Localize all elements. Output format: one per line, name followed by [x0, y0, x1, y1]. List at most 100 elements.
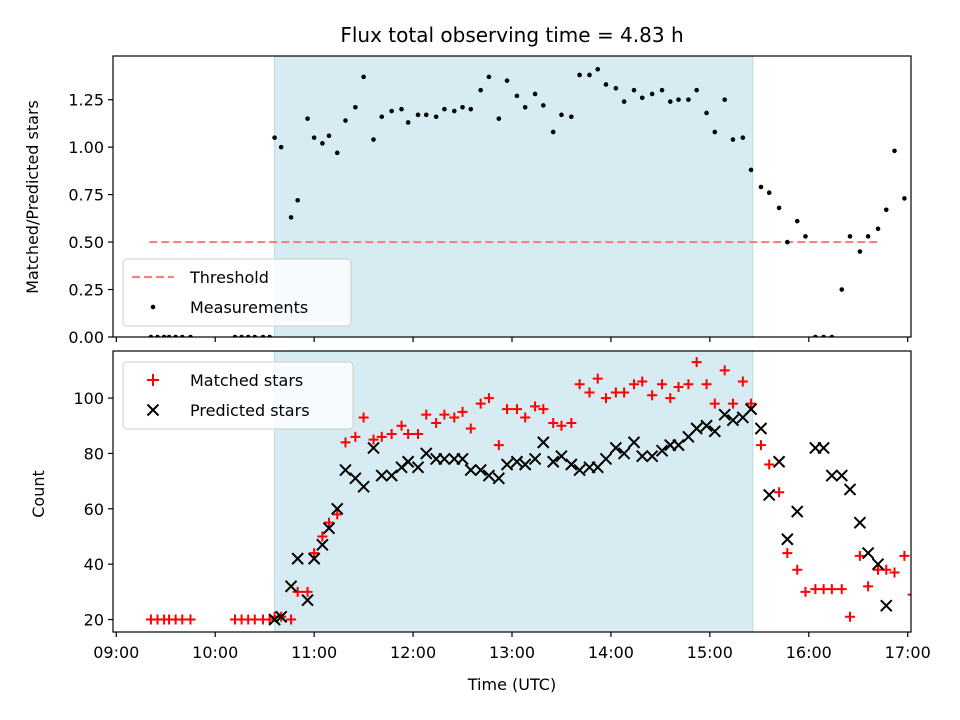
matched-star-point — [854, 550, 865, 561]
measurement-point — [839, 287, 845, 292]
observing-span — [274, 56, 754, 337]
measurement-point — [305, 116, 310, 121]
y-tick-label: 0.00 — [68, 328, 104, 347]
predicted-star-point — [331, 502, 344, 516]
measurement-point — [550, 129, 556, 135]
predicted-star-point — [510, 455, 524, 468]
measurement-point — [569, 114, 574, 120]
matched-star-point — [629, 379, 640, 390]
predicted-star-point — [322, 521, 336, 535]
measurement-point — [621, 99, 627, 104]
matched-star-point — [302, 586, 313, 597]
predicted-star-point — [291, 552, 304, 565]
matched-star-point — [907, 593, 911, 596]
measurement-point — [587, 72, 592, 78]
matched-star-point — [185, 614, 196, 625]
predicted-star-point — [744, 402, 758, 416]
predicted-star-point — [726, 414, 740, 427]
predicted-star-point — [636, 449, 649, 463]
matched-star-point — [826, 584, 837, 595]
matched-star-point — [592, 373, 603, 384]
matched-star-point — [836, 584, 847, 595]
measurement-point — [405, 120, 411, 125]
matched-star-point — [309, 548, 320, 559]
predicted-star-point — [268, 613, 281, 626]
measurement-point — [577, 72, 582, 78]
legend-box — [122, 361, 354, 430]
measurement-point — [613, 85, 619, 91]
measurement-point — [704, 110, 709, 116]
measurement-point — [460, 104, 465, 110]
x-tick-label: 16:00 — [786, 643, 832, 662]
measurement-point — [433, 114, 439, 120]
measurement-point — [776, 205, 782, 211]
matched-star-point — [800, 586, 811, 597]
measurement-point — [676, 97, 681, 102]
legend-predicted-label: Predicted stars — [190, 401, 310, 420]
measurement-point — [659, 87, 665, 93]
matched-star-point — [691, 357, 702, 368]
matched-star-point — [376, 431, 387, 442]
predicted-star-point — [835, 469, 848, 482]
matched-star-point — [755, 440, 766, 451]
predicted-star-point — [617, 447, 631, 460]
predicted-star-point — [762, 488, 776, 502]
predicted-star-point — [599, 452, 613, 466]
legend: Matched stars Predicted stars — [122, 361, 354, 430]
measurement-point — [785, 239, 790, 245]
predicted-star-point — [284, 580, 298, 593]
matched-star-point — [449, 412, 460, 423]
measurement-point — [379, 114, 385, 120]
y-tick-label: 0.50 — [68, 233, 104, 252]
measurement-point — [389, 108, 394, 114]
x-tick-label: 17:00 — [885, 643, 931, 662]
measurement-point — [532, 91, 538, 97]
predicted-star-point — [843, 483, 857, 496]
matched-star-point — [475, 398, 486, 409]
predicted-star-point — [791, 505, 804, 518]
predicted-star-point — [871, 557, 885, 571]
measurement-point — [415, 112, 421, 118]
measurement-point — [353, 104, 358, 110]
measurement-point — [295, 197, 300, 203]
measurement-point — [686, 97, 691, 102]
predicted-star-point — [474, 463, 487, 477]
matched-star-point — [844, 611, 855, 622]
measurement-point — [541, 103, 546, 108]
legend: Threshold Measurements — [122, 258, 352, 327]
matched-star-point — [548, 417, 559, 428]
predicted-star-point — [708, 425, 722, 438]
measurement-point — [857, 249, 863, 254]
y-axis-label-ratio: Matched/Predicted stars — [23, 100, 42, 294]
predicted-star-point — [718, 408, 731, 421]
predicted-star-point — [781, 533, 794, 546]
x-tick-label: 15:00 — [687, 643, 733, 662]
y-tick-label: 40 — [84, 555, 104, 574]
x-axis-label: Time (UTC) — [467, 675, 556, 694]
matched-star-point — [457, 406, 468, 417]
predicted-star-point — [547, 455, 560, 468]
measurement-point — [595, 66, 601, 72]
matched-star-point — [863, 581, 874, 592]
measurement-point — [803, 234, 808, 239]
measurement-point — [371, 137, 376, 142]
matched-star-point — [530, 401, 541, 412]
matched-star-point — [727, 398, 738, 409]
matched-star-point — [292, 586, 303, 597]
matched-star-point — [889, 567, 900, 578]
legend-matched-swatch — [147, 374, 159, 386]
measurement-point — [892, 148, 897, 154]
measurement-point — [631, 87, 637, 93]
measurement-point — [875, 226, 881, 232]
measurement-point — [712, 129, 718, 135]
matched-star-point — [746, 398, 757, 409]
matched-star-point — [340, 437, 351, 448]
predicted-star-point — [627, 436, 641, 449]
predicted-star-point — [492, 472, 506, 485]
matched-star-point — [358, 412, 369, 423]
predicted-star-point — [339, 463, 352, 477]
measurement-point — [730, 137, 736, 142]
ratio-panel: 0.00 0.25 0.50 0.75 1.00 1.25 Threshold Measure… — [68, 55, 912, 347]
matched-star-point — [413, 429, 424, 440]
